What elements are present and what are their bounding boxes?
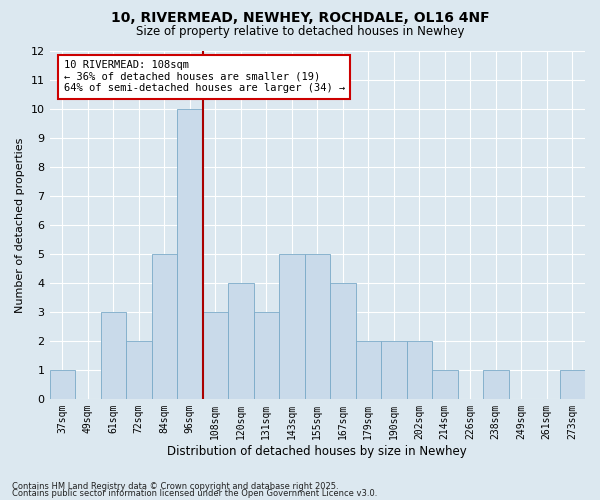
Text: Contains HM Land Registry data © Crown copyright and database right 2025.: Contains HM Land Registry data © Crown c… [12,482,338,491]
Bar [483,370,509,399]
Bar [305,254,330,399]
Bar [177,110,203,399]
X-axis label: Distribution of detached houses by size in Newhey: Distribution of detached houses by size … [167,444,467,458]
Text: 10 RIVERMEAD: 108sqm
← 36% of detached houses are smaller (19)
64% of semi-detac: 10 RIVERMEAD: 108sqm ← 36% of detached h… [64,60,345,94]
Bar [356,341,381,399]
Bar [101,312,126,399]
Bar [381,341,407,399]
Bar [407,341,432,399]
Text: Contains public sector information licensed under the Open Government Licence v3: Contains public sector information licen… [12,490,377,498]
Text: 10, RIVERMEAD, NEWHEY, ROCHDALE, OL16 4NF: 10, RIVERMEAD, NEWHEY, ROCHDALE, OL16 4N… [110,12,490,26]
Bar [203,312,228,399]
Text: Size of property relative to detached houses in Newhey: Size of property relative to detached ho… [136,25,464,38]
Bar [560,370,585,399]
Bar [432,370,458,399]
Bar [152,254,177,399]
Bar [228,283,254,399]
Y-axis label: Number of detached properties: Number of detached properties [15,138,25,313]
Bar [126,341,152,399]
Bar [254,312,279,399]
Bar [279,254,305,399]
Bar [50,370,75,399]
Bar [330,283,356,399]
